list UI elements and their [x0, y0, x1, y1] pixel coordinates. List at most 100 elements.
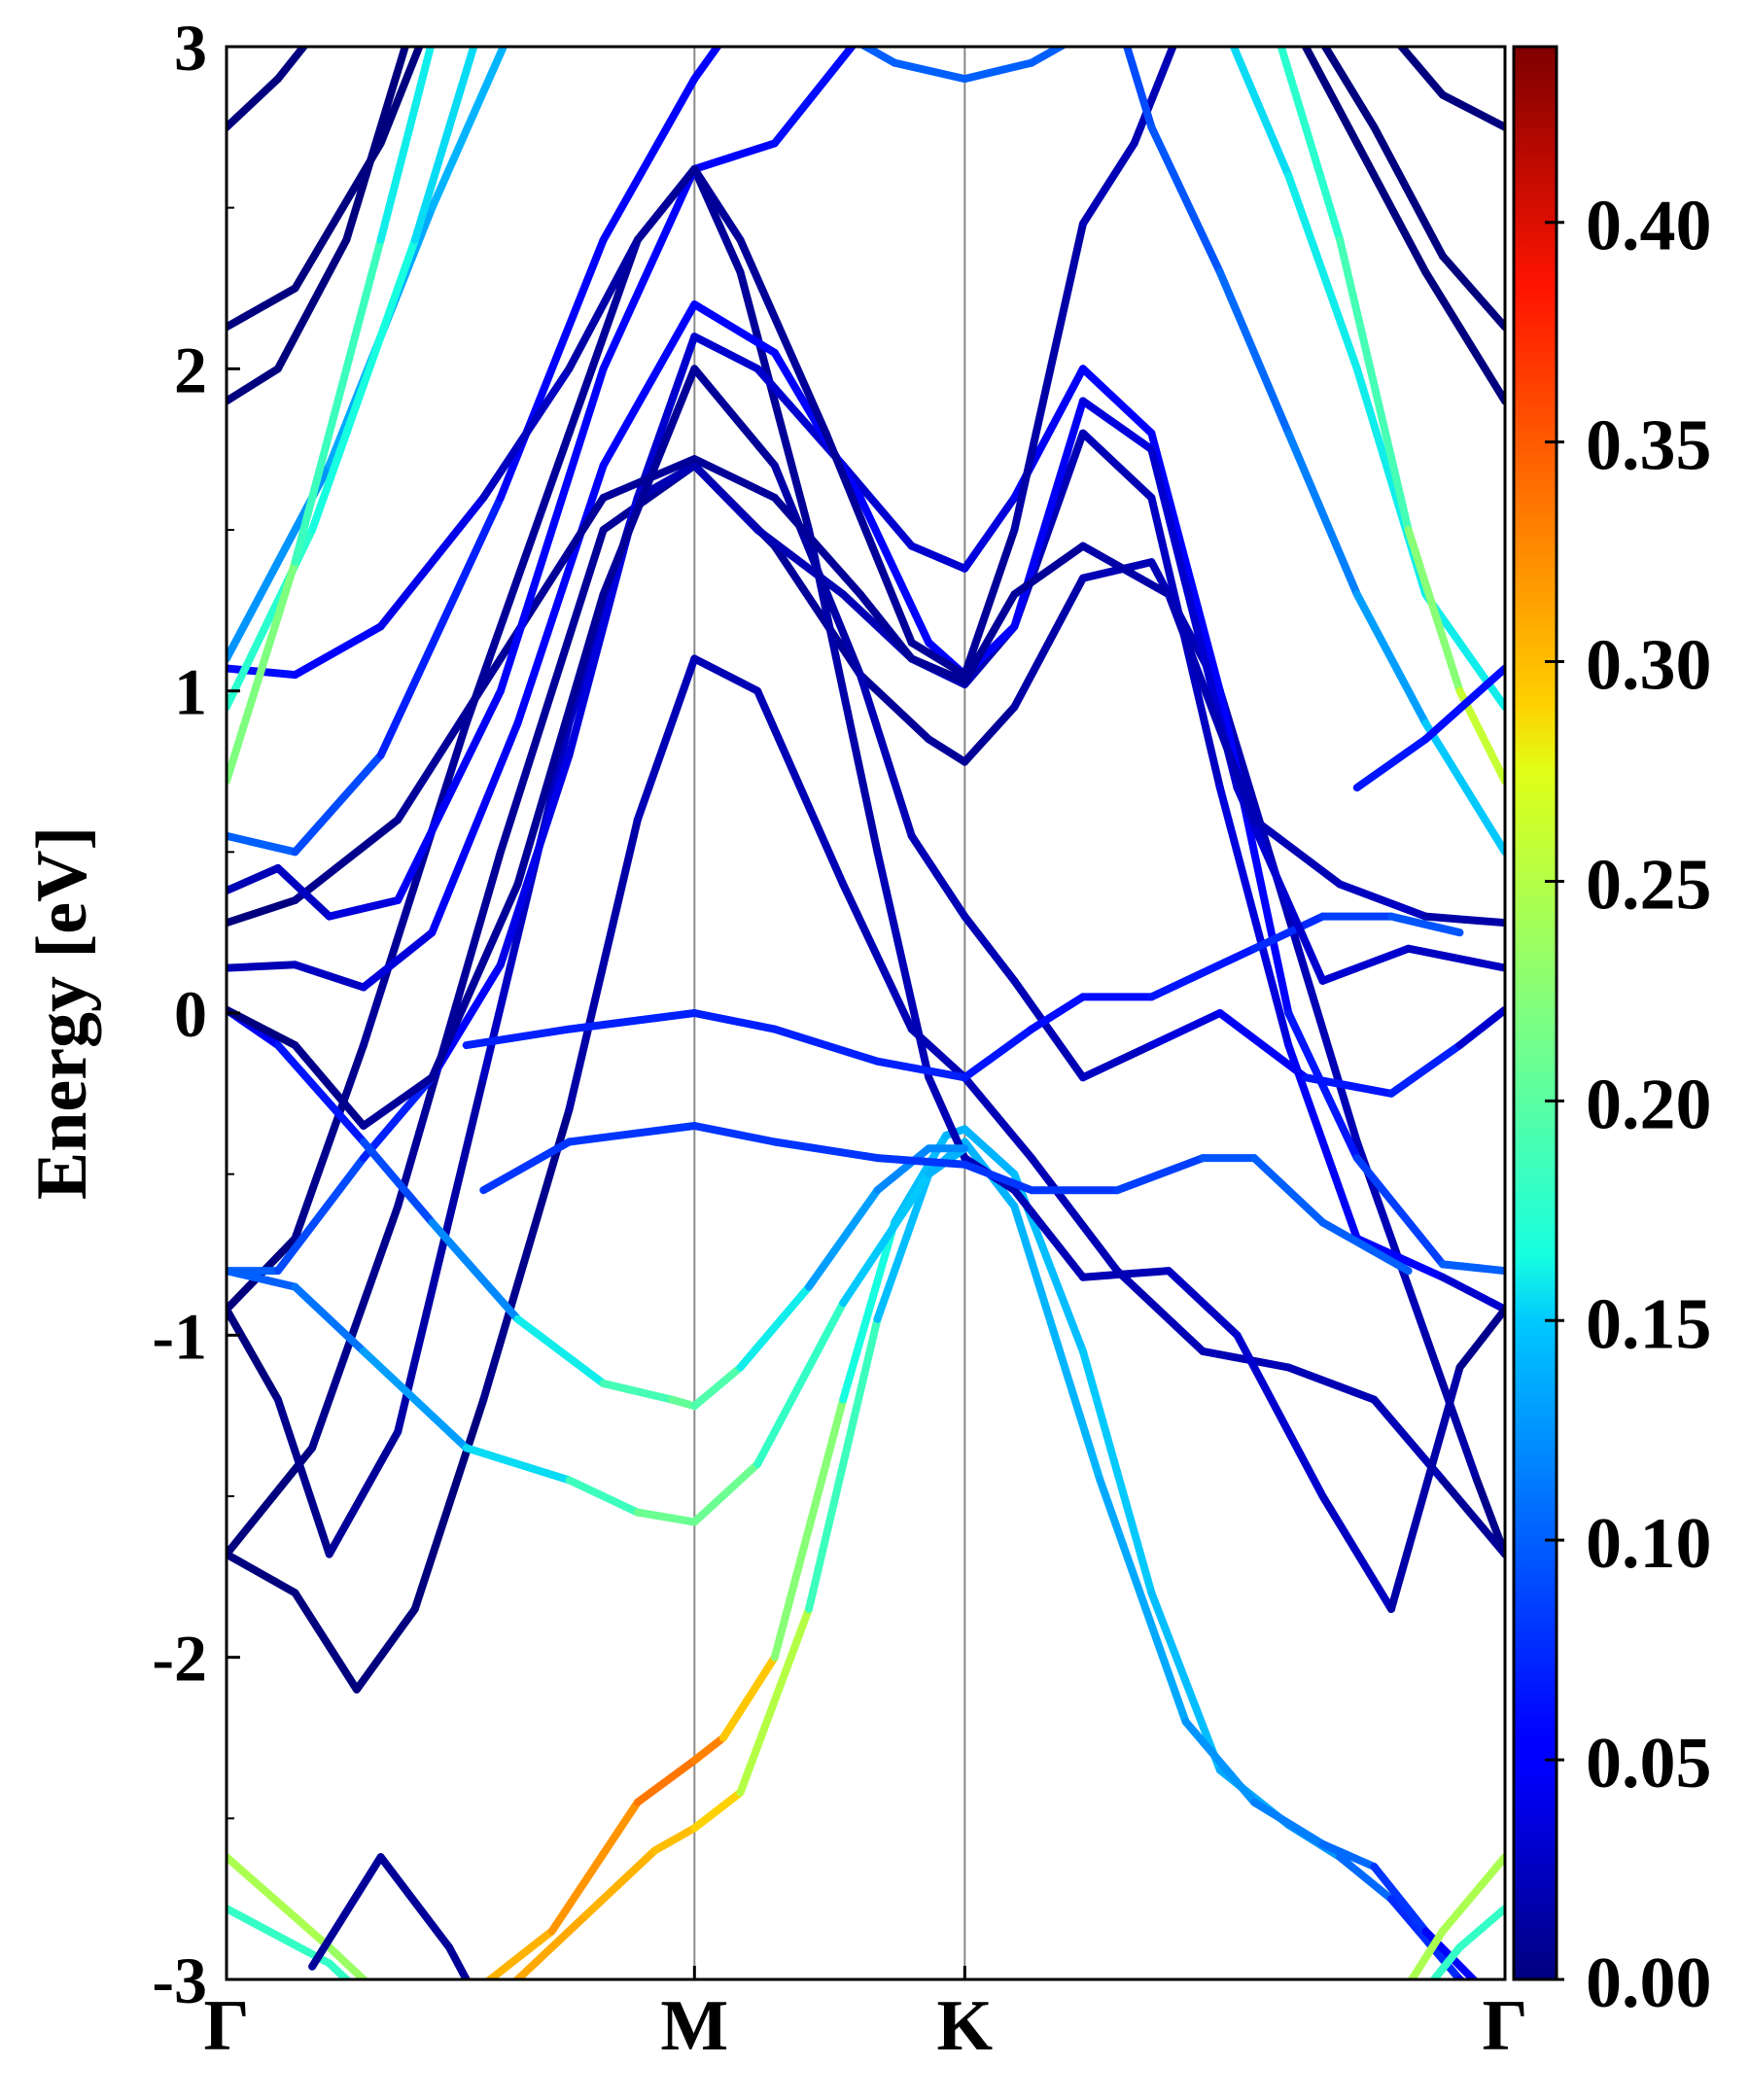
- band-segment: [1277, 47, 1345, 244]
- colorbar-tick-label: 0.20: [1586, 1065, 1712, 1144]
- x-tick-label: K: [937, 1986, 994, 2066]
- band-segment: [1250, 1154, 1327, 1227]
- band-segment: [907, 831, 969, 921]
- band-segment: [1147, 1009, 1224, 1050]
- band-segment: [1078, 1267, 1172, 1281]
- band-segment: [873, 1170, 933, 1323]
- band-segment: [690, 455, 779, 502]
- band-segment: [1428, 1942, 1464, 1979]
- band-32: [1396, 47, 1505, 131]
- band-segment: [1113, 1267, 1208, 1355]
- band-segment: [227, 1005, 299, 1050]
- band-31: [1320, 47, 1505, 332]
- band-segment: [690, 300, 779, 357]
- band-segment: [1404, 944, 1505, 972]
- band-segment: [770, 542, 864, 680]
- band-segment: [1010, 574, 1087, 712]
- band-segment: [1215, 1009, 1310, 1082]
- band-segment: [479, 1105, 574, 1404]
- band-segment: [227, 365, 282, 405]
- band-segment: [633, 654, 699, 824]
- band-segment: [753, 526, 848, 599]
- band-segment: [822, 429, 916, 647]
- band-segment: [736, 1282, 813, 1372]
- band-segment: [690, 654, 762, 695]
- band-segment: [394, 654, 505, 824]
- band-segment: [1147, 944, 1259, 1001]
- band-12: [227, 365, 1505, 1130]
- band-segment: [961, 58, 1035, 84]
- band-segment: [690, 1009, 779, 1033]
- band-segment: [428, 880, 522, 1082]
- band-segment: [1421, 912, 1505, 928]
- band-segment: [359, 1073, 437, 1163]
- band-segment: [650, 1824, 699, 1855]
- band-segment: [376, 47, 424, 148]
- band-segment: [856, 590, 916, 663]
- band-segment: [1028, 47, 1068, 67]
- colorbar-tick-label: 0.00: [1586, 1943, 1712, 2023]
- band-segment: [227, 1853, 333, 1951]
- band-segment: [1407, 1927, 1447, 1979]
- band-segment: [1147, 429, 1224, 695]
- band-segment: [770, 1138, 882, 1163]
- band-segment: [565, 235, 642, 438]
- colorbar-tick-label: 0.40: [1586, 187, 1712, 266]
- x-tick-label: M: [660, 1986, 728, 2066]
- band-2: [308, 1853, 472, 1979]
- band-segment: [599, 455, 699, 502]
- band-segment: [273, 235, 351, 373]
- band-segment: [770, 1395, 848, 1662]
- band-segment: [805, 1314, 882, 1613]
- band-segment: [376, 1853, 453, 1951]
- band-segment: [1284, 429, 1361, 599]
- band-segment: [1010, 1202, 1104, 1485]
- band-19: [227, 47, 1177, 680]
- band-segment: [1284, 1009, 1361, 1163]
- band-segment: [690, 1788, 745, 1833]
- band-segment: [376, 493, 488, 631]
- band-segment: [1229, 47, 1293, 180]
- band-segment: [690, 1122, 779, 1146]
- band-segment: [513, 461, 608, 727]
- band-23: [227, 47, 409, 405]
- band-segment: [961, 1073, 1035, 1163]
- band-segment: [1078, 1347, 1156, 1597]
- band-segment: [410, 47, 478, 244]
- band-29: [1277, 47, 1505, 786]
- band-segment: [599, 75, 699, 244]
- band-segment: [718, 1653, 779, 1742]
- band-segment: [1438, 1273, 1505, 1313]
- band-segment: [1250, 816, 1345, 889]
- band-segment: [291, 622, 385, 680]
- band-segment: [873, 848, 933, 1082]
- band-11: [227, 1005, 969, 1411]
- band-segment: [227, 75, 282, 131]
- colorbar-tick-label: 0.25: [1586, 845, 1712, 925]
- band-segment: [668, 1395, 699, 1411]
- band-segment: [961, 1125, 1019, 1178]
- band-segment: [496, 751, 574, 969]
- band-segment: [513, 590, 608, 889]
- band-segment: [1078, 139, 1138, 228]
- band-24: [227, 47, 424, 332]
- colorbar-ticks: 0.00 0.05 0.10 0.15 0.20 0.25 0.30 0.35 0.40: [1545, 187, 1712, 2023]
- band-segment: [1455, 1005, 1505, 1050]
- band-segment: [547, 1798, 642, 1936]
- band-segment: [1165, 1267, 1242, 1340]
- band-segment: [1250, 912, 1327, 953]
- band-segment: [1473, 1476, 1505, 1558]
- band-segment: [1455, 1305, 1505, 1372]
- band-segment: [907, 639, 969, 680]
- band-segment: [462, 1025, 574, 1050]
- band-segment: [1318, 944, 1413, 985]
- band-segment: [1078, 1041, 1156, 1082]
- band-segment: [1421, 267, 1505, 405]
- colorbar-tick-label: 0.05: [1586, 1724, 1712, 1803]
- band-segment: [1352, 139, 1430, 276]
- x-tick-label: Γ: [203, 1986, 249, 2066]
- y-tick-label: 0: [174, 977, 207, 1051]
- band-segment: [227, 1550, 299, 1597]
- band-segment: [291, 816, 402, 904]
- band-segment: [394, 848, 505, 1210]
